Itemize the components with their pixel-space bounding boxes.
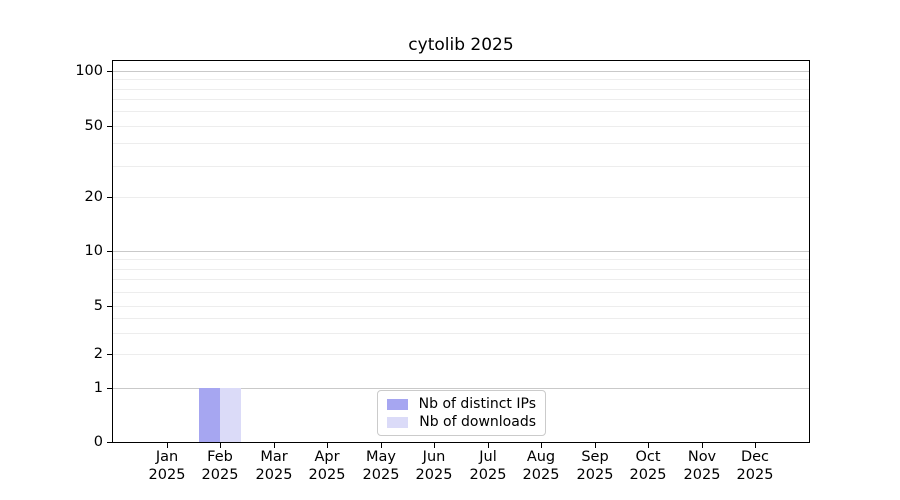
y-tick-label: 100 [75, 63, 103, 79]
gridline-minor [113, 259, 809, 260]
x-tick-mark [434, 443, 435, 448]
x-tick-mark [648, 443, 649, 448]
gridline-minor [113, 318, 809, 319]
gridline-minor [113, 292, 809, 293]
gridline-major [113, 71, 809, 72]
x-tick-mark [488, 443, 489, 448]
bar-downloads [220, 388, 242, 442]
gridline-minor [113, 126, 809, 127]
gridline-minor [113, 79, 809, 80]
x-tick-mark [167, 443, 168, 448]
plot-area [112, 60, 810, 443]
x-tick-mark [220, 443, 221, 448]
y-tick-mark [107, 126, 112, 127]
legend-swatch-downloads-icon [387, 416, 409, 428]
gridline-minor [113, 89, 809, 90]
x-tick-mark [327, 443, 328, 448]
gridline-minor [113, 111, 809, 112]
bar-distinct-ips [198, 388, 221, 442]
x-tick-label: Oct 2025 [629, 449, 667, 483]
gridline-minor [113, 166, 809, 167]
x-tick-mark [755, 443, 756, 448]
legend-item-distinct-ips: Nb of distinct IPs [387, 396, 536, 412]
legend-label-downloads: Nb of downloads [419, 414, 536, 430]
y-tick-label: 5 [93, 298, 103, 314]
x-tick-label: Jun 2025 [415, 449, 453, 483]
x-tick-label: Feb 2025 [201, 449, 239, 483]
x-tick-mark [381, 443, 382, 448]
x-tick-label: Apr 2025 [308, 449, 346, 483]
y-tick-label: 0 [93, 434, 103, 450]
gridline-major [113, 251, 809, 252]
gridline-minor [113, 306, 809, 307]
x-tick-label: Aug 2025 [522, 449, 560, 483]
x-tick-mark [541, 443, 542, 448]
gridline-major [113, 388, 809, 389]
y-tick-mark [107, 197, 112, 198]
gridline-minor [113, 99, 809, 100]
y-tick-mark [107, 306, 112, 307]
gridline-minor [113, 197, 809, 198]
x-tick-label: Jul 2025 [469, 449, 507, 483]
x-tick-label: Sep 2025 [576, 449, 614, 483]
gridline-minor [113, 269, 809, 270]
y-tick-mark [107, 388, 112, 389]
x-tick-mark [274, 443, 275, 448]
y-tick-label: 1 [93, 380, 103, 396]
y-tick-mark [107, 251, 112, 252]
legend-item-downloads: Nb of downloads [387, 414, 536, 430]
x-tick-label: Dec 2025 [736, 449, 774, 483]
y-tick-mark [107, 71, 112, 72]
gridline-minor [113, 333, 809, 334]
legend: Nb of distinct IPs Nb of downloads [377, 390, 546, 436]
x-tick-label: Nov 2025 [683, 449, 721, 483]
y-tick-label: 50 [84, 118, 103, 134]
x-tick-label: Mar 2025 [255, 449, 293, 483]
gridline-minor [113, 143, 809, 144]
x-tick-mark [595, 443, 596, 448]
x-tick-label: May 2025 [362, 449, 400, 483]
y-tick-mark [107, 442, 112, 443]
gridline-minor [113, 279, 809, 280]
y-tick-mark [107, 354, 112, 355]
y-tick-label: 10 [84, 243, 103, 259]
legend-swatch-distinct-ips-icon [387, 398, 408, 410]
chart-title: cytolib 2025 [408, 35, 514, 55]
legend-label-distinct-ips: Nb of distinct IPs [418, 396, 536, 412]
x-tick-mark [702, 443, 703, 448]
gridline-minor [113, 354, 809, 355]
y-tick-label: 2 [93, 346, 103, 362]
x-tick-label: Jan 2025 [148, 449, 186, 483]
y-tick-label: 20 [84, 189, 103, 205]
